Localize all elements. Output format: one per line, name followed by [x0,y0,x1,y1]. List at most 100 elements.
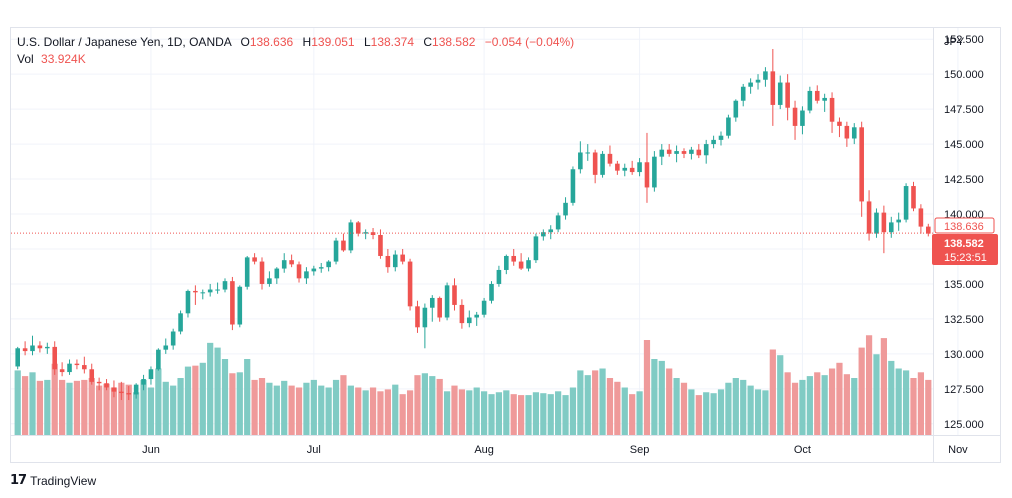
candle-body [67,363,72,373]
time-axis[interactable]: Jun Jul Aug Sep Oct Nov [11,435,1000,457]
close-label: C [423,35,433,49]
volume-bar [784,372,791,435]
volume-bar [340,375,347,435]
candle-body [726,117,731,136]
candle-body [378,234,383,256]
volume-bar [96,385,103,435]
low-value: 138.374 [370,35,415,49]
candle-body [259,261,265,284]
candle-body [896,219,901,223]
price-tick-label: 127.500 [944,384,984,396]
candle-body [578,152,583,170]
candle-body [141,379,146,385]
volume-bar [21,376,29,435]
volume-bar [443,391,451,435]
candle-body [74,363,80,366]
volume-bar [562,395,569,435]
volume-bar [555,391,562,435]
candle-body [111,387,117,392]
volume-bar [880,338,887,435]
price-tick-label: 135.000 [944,279,984,291]
candle-body [681,151,687,154]
candle-body [96,381,102,384]
close-value: 138.582 [432,35,476,49]
candle-body [511,255,517,262]
tradingview-logo-icon: 17 [10,473,27,488]
candle-body [792,107,798,126]
volume-bar [858,347,865,435]
candle-body [215,289,220,291]
volume-bar [236,372,243,435]
volume-bar [621,387,628,435]
volume-bar [251,379,258,435]
price-tick-label: 142.500 [944,174,984,186]
volume-bar [480,391,488,435]
candle-body [326,261,331,268]
candle-body [281,260,287,269]
candle-body [541,232,546,237]
change-value: −0.054 (−0.04%) [484,35,575,49]
last-price-value: 138.582 [944,238,984,250]
candle-body [866,201,872,234]
volume-bar [710,393,717,435]
candle-body [400,254,405,262]
candle-body [163,345,169,350]
candle-body [59,369,65,373]
candle-body [200,292,206,294]
volume-bar [355,387,362,435]
candle-body [859,127,864,202]
legend: U.S. Dollar / Japanese Yen, 1D, OANDA O1… [17,34,574,68]
volume-bar [658,360,665,435]
price-tick-label: 130.000 [944,349,984,361]
candle-body [755,79,761,83]
candle-body [392,254,398,268]
volume-bar [799,379,806,435]
candle-body [748,82,753,87]
candle-body [644,162,650,188]
price-tick-label: 150.000 [944,69,984,81]
volume-bar [258,378,266,435]
high-value: 139.051 [311,35,355,49]
volume-bar [910,378,917,435]
candles [15,48,931,401]
volume-bar [288,385,295,435]
volume-bar [399,394,406,435]
candle-body [814,90,820,101]
symbol-title[interactable]: U.S. Dollar / Japanese Yen, 1D, OANDA [17,35,232,49]
tradingview-logo[interactable]: 17 TradingView [10,473,96,488]
candle-body [156,349,161,370]
volume-bar [332,379,340,435]
candle-body [207,289,213,293]
volume-bar [584,375,591,435]
candle-body [874,212,879,234]
volume-bar [14,370,21,435]
volume-bar [569,387,577,435]
volume-bar [518,395,525,435]
candle-body [437,297,442,318]
candle-body [341,240,346,251]
candle-body [422,307,428,328]
candle-body [615,163,620,171]
volume-bar [532,392,540,435]
volume-bar [125,384,132,435]
volume-bar [821,375,828,435]
candle-body [777,82,783,105]
volume-bar [614,381,621,435]
tradingview-logo-text: TradingView [30,473,97,488]
candle-body [733,100,739,118]
price-tick-label: 132.500 [944,314,984,326]
volume-bar [451,385,458,435]
candle-body [126,393,132,395]
volume-bar [666,368,673,435]
volume-bar [318,385,325,435]
volume-bar [214,347,221,435]
volume-value: 33.924K [41,52,86,66]
volume-bar [917,372,925,435]
candle-body [459,304,465,324]
volume-bar [851,378,858,435]
price-axis[interactable]: 125.000127.500130.000132.500135.000137.5… [933,28,984,462]
candle-body [178,313,183,332]
candle-body [926,226,931,234]
candle-body [489,283,494,301]
